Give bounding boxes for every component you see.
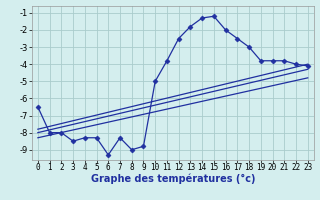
X-axis label: Graphe des températures (°c): Graphe des températures (°c) — [91, 174, 255, 184]
